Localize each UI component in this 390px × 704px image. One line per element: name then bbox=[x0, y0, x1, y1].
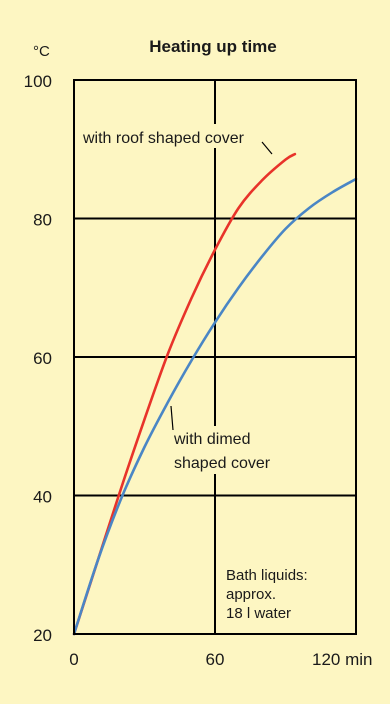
y-tick-label-60: 60 bbox=[33, 349, 52, 368]
y-axis-unit: °C bbox=[33, 43, 50, 60]
x-tick-label-120: 120 min bbox=[312, 650, 372, 669]
bath-note-line3: 18 l water bbox=[226, 605, 291, 622]
roof-label-leader bbox=[261, 141, 273, 155]
x-tick-labels: 0 60 120 min bbox=[69, 650, 372, 669]
roof-label-bg bbox=[80, 124, 306, 148]
grid bbox=[74, 80, 356, 634]
chart-title: Heating up time bbox=[149, 37, 277, 56]
series-line-roof-shaped-cover bbox=[72, 152, 297, 636]
dimed-label-leader bbox=[170, 405, 174, 431]
series-group bbox=[72, 152, 358, 636]
annotations: with roof shaped cover with dimed shaped… bbox=[80, 124, 308, 622]
x-tick-label-60: 60 bbox=[206, 650, 225, 669]
y-tick-label-80: 80 bbox=[33, 211, 52, 230]
y-tick-label-20: 20 bbox=[33, 626, 52, 645]
bath-note-line2: approx. bbox=[226, 586, 276, 603]
roof-cover-label: with roof shaped cover bbox=[82, 130, 245, 147]
y-tick-label-40: 40 bbox=[33, 488, 52, 507]
plot-frame bbox=[73, 79, 357, 635]
dimed-cover-label-line1: with dimed bbox=[173, 431, 250, 448]
dimed-cover-label-line2: shaped cover bbox=[174, 455, 271, 472]
x-tick-label-0: 0 bbox=[69, 650, 78, 669]
series-line-dimed-shaped-cover bbox=[72, 177, 358, 636]
dimed-label-bg bbox=[166, 426, 308, 474]
y-tick-label-100: 100 bbox=[24, 72, 52, 91]
bath-note-line1: Bath liquids: bbox=[226, 567, 308, 584]
y-tick-labels: 20 40 60 80 100 bbox=[24, 72, 52, 645]
